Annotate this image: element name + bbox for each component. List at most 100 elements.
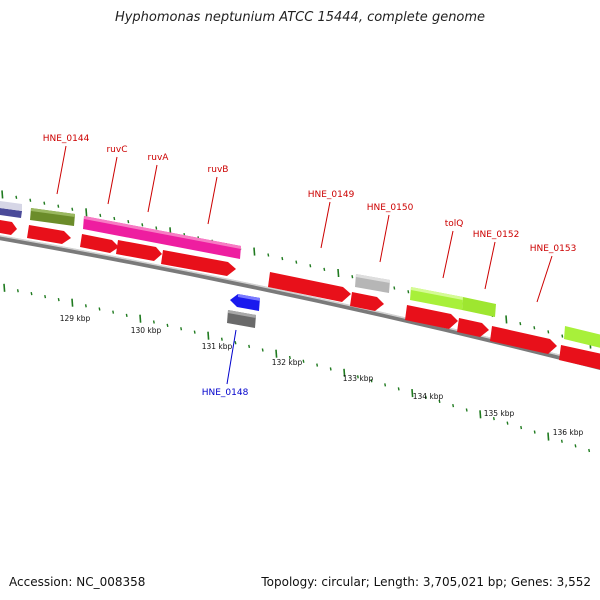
cds-arrow-11 (559, 345, 600, 370)
gene-label-hne_0149[interactable]: HNE_0149 (308, 190, 355, 200)
scale-tick-label: 131 kbp (202, 342, 233, 351)
tick-mark (253, 247, 256, 256)
tick-mark (533, 430, 536, 434)
tick-mark (127, 219, 130, 224)
label-leader-line (379, 214, 390, 263)
feature-lime-hne0152 (462, 297, 496, 317)
tick-mark (370, 379, 373, 383)
tick-mark (424, 395, 427, 399)
gene-label-hne_0152[interactable]: HNE_0152 (473, 230, 520, 240)
cds-arrow-4 (116, 240, 162, 261)
tick-mark (384, 383, 387, 387)
tick-mark (588, 448, 591, 453)
tick-mark (337, 268, 340, 278)
scale-label-layer: 129 kbp 130 kbp 131 kbp 132 kbp 133 kbp 134 k… (60, 314, 584, 437)
tick-mark (316, 363, 319, 367)
scale-tick-label: 135 kbp (484, 409, 515, 418)
tick-mark (281, 256, 284, 261)
tick-mark (492, 417, 495, 421)
tick-mark (329, 367, 332, 371)
cds-arrow-9 (457, 318, 489, 337)
lower-tick-ring (3, 283, 591, 453)
tick-mark (112, 310, 115, 314)
tick-mark (411, 388, 414, 398)
cds-arrow-3 (80, 234, 119, 253)
tick-mark (99, 213, 102, 217)
label-leader-line (107, 156, 118, 205)
feature-lane-outer (0, 201, 600, 348)
tick-mark (479, 410, 482, 419)
tick-mark (438, 399, 441, 404)
feature-lime-hne0153 (564, 326, 600, 348)
cds-arrow-6 (268, 272, 351, 302)
feature-lane-reverse (227, 294, 260, 328)
tick-mark (397, 387, 400, 391)
gene-label-tolq[interactable]: tolQ (445, 219, 464, 229)
scale-tick-label: 134 kbp (413, 392, 444, 401)
tick-mark (248, 344, 251, 349)
gene-label-hne_0144[interactable]: HNE_0144 (43, 134, 90, 144)
tick-mark (343, 368, 346, 377)
upper-tick-ring (1, 190, 592, 349)
tick-mark (57, 204, 60, 208)
cds-arrow-10 (490, 326, 557, 354)
tick-mark (152, 320, 155, 324)
scale-tick-label: 130 kbp (131, 326, 162, 335)
label-leader-line (147, 164, 158, 213)
tick-mark (407, 290, 410, 294)
tick-mark (125, 313, 128, 318)
genome-backbone (0, 235, 600, 371)
gene-label-layer: HNE_0144 ruvC ruvA ruvB HNE_0149 HNE_0150 tolQ… (43, 134, 577, 398)
tick-mark (323, 267, 326, 271)
tick-mark (30, 292, 33, 296)
label-leader-line (536, 255, 553, 303)
tick-mark (356, 375, 359, 379)
gene-label-hne_0153[interactable]: HNE_0153 (530, 244, 577, 254)
tick-mark (574, 444, 577, 448)
gene-label-hne_0148[interactable]: HNE_0148 (202, 388, 249, 398)
tick-mark (560, 439, 563, 443)
tick-mark (155, 226, 158, 230)
tick-mark (295, 260, 298, 264)
tick-mark (561, 334, 564, 338)
feature-lime-tolq (410, 287, 463, 310)
gene-label-ruva[interactable]: ruvA (148, 153, 170, 163)
tick-mark (267, 253, 270, 257)
cds-arrow-7 (350, 292, 384, 311)
scale-tick-label: 132 kbp (272, 358, 303, 367)
tick-mark (85, 208, 88, 217)
gene-label-hne_0150[interactable]: HNE_0150 (367, 203, 414, 213)
gene-label-ruvc[interactable]: ruvC (106, 145, 127, 155)
tick-mark (519, 321, 522, 326)
tick-mark (43, 201, 46, 205)
label-leader-line (320, 201, 331, 249)
tick-mark (98, 307, 101, 311)
tick-mark (193, 330, 196, 334)
label-leader-line (226, 329, 237, 385)
tick-mark (520, 425, 523, 430)
scale-tick-label: 136 kbp (553, 428, 584, 437)
tick-mark (547, 330, 550, 334)
tick-mark (16, 289, 19, 293)
feature-lane-cds (0, 220, 600, 370)
tick-mark (275, 349, 278, 358)
feature-magenta-ruvc-ruva-ruvb (83, 216, 241, 259)
tick-mark (71, 298, 74, 307)
tick-mark (302, 359, 305, 363)
tick-mark (288, 355, 291, 360)
feature-navy-partial (0, 208, 22, 218)
tick-mark (234, 341, 237, 345)
cds-arrow-2 (27, 225, 71, 244)
accession-text: Accession: NC_008358 (9, 575, 146, 589)
scale-tick-label: 133 kbp (343, 374, 374, 383)
genome-stats-text: Topology: circular; Length: 3,705,021 bp… (261, 575, 591, 589)
tick-mark (547, 432, 550, 441)
cds-arrow-5 (161, 250, 236, 276)
label-leader-line (207, 176, 218, 225)
tick-mark (84, 304, 87, 308)
gene-label-ruvb[interactable]: ruvB (208, 165, 229, 175)
cds-arrow-1 (0, 220, 17, 235)
tick-mark (465, 408, 468, 412)
tick-mark (207, 331, 210, 340)
